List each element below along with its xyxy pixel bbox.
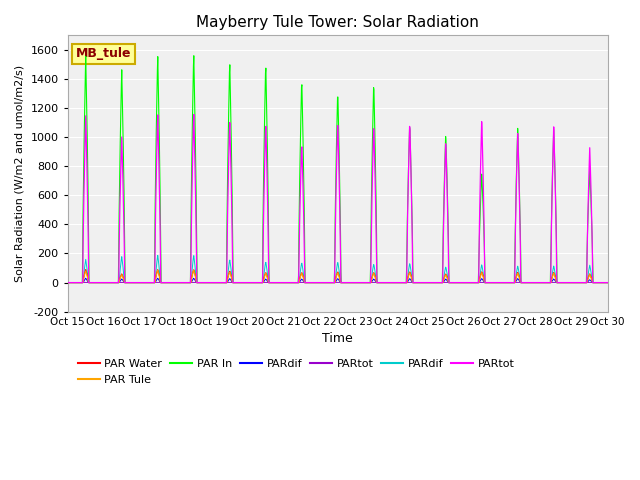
X-axis label: Time: Time — [323, 332, 353, 345]
Text: MB_tule: MB_tule — [76, 48, 131, 60]
Title: Mayberry Tule Tower: Solar Radiation: Mayberry Tule Tower: Solar Radiation — [196, 15, 479, 30]
Legend: PAR Water, PAR Tule, PAR In, PARdif, PARtot, PARdif, PARtot: PAR Water, PAR Tule, PAR In, PARdif, PAR… — [73, 355, 519, 389]
Y-axis label: Solar Radiation (W/m2 and umol/m2/s): Solar Radiation (W/m2 and umol/m2/s) — [15, 65, 25, 282]
